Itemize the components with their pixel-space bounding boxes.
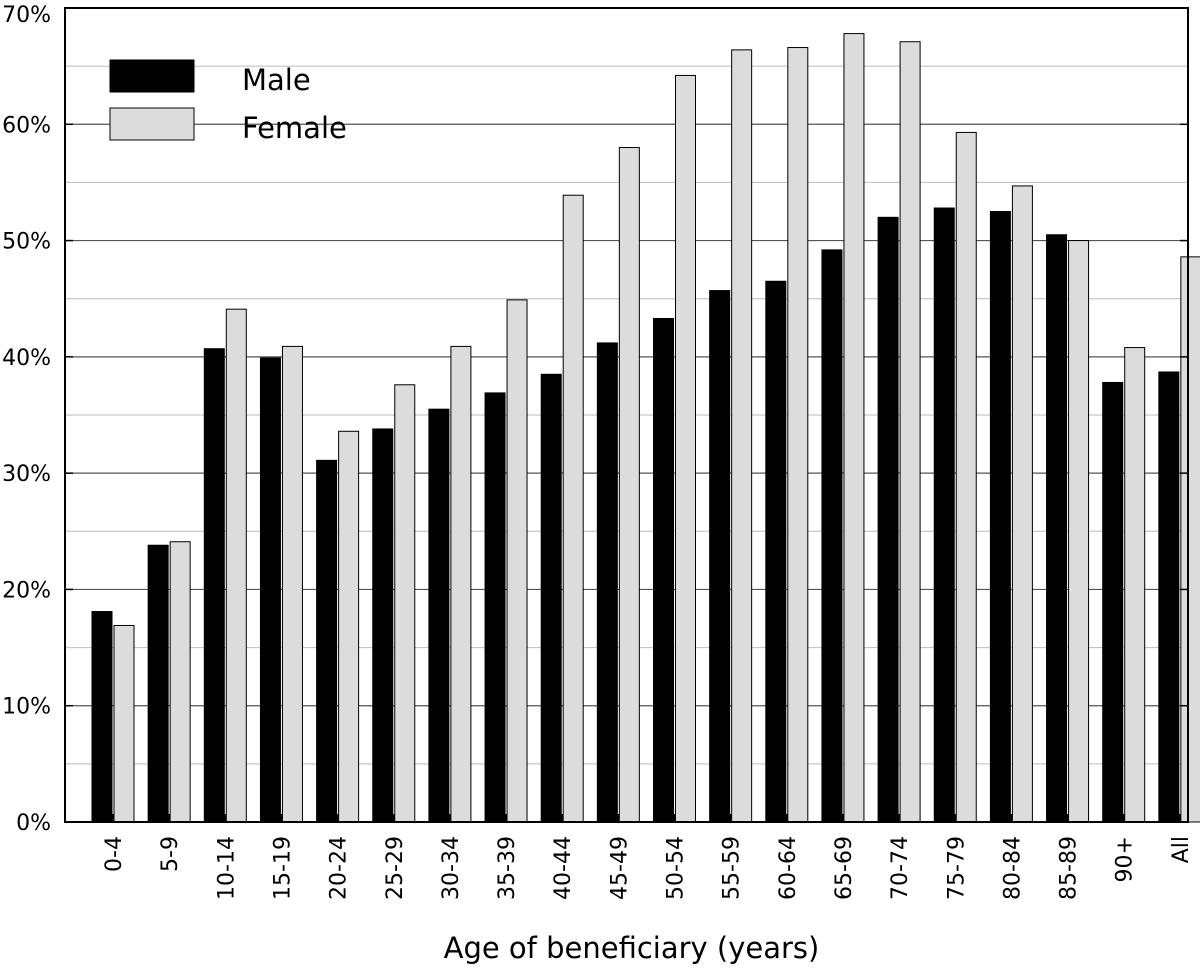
x-tick-label: 30-34 [439, 836, 464, 900]
x-tick-label: 75-79 [944, 836, 969, 900]
bar-male [147, 544, 169, 823]
bar-female [506, 299, 528, 823]
y-tick-label: 50% [2, 230, 51, 255]
x-tick-label: 65-69 [832, 836, 857, 900]
bar-female [394, 384, 416, 823]
bar-male [203, 348, 225, 823]
x-tick-label: 15-19 [270, 836, 295, 900]
legend: Male Female [109, 59, 347, 145]
x-tick-label: 55-59 [720, 836, 745, 900]
y-tick-label: 60% [2, 113, 51, 138]
bars [91, 33, 1200, 823]
x-tick-label: 40-44 [551, 836, 576, 900]
x-tick-label: 10-14 [214, 836, 239, 900]
bar-female [955, 131, 977, 823]
x-axis-ticks: 0-4 5-9 10-14 15-19 20-24 25-29 30-34 35-39 40-4… [102, 814, 1194, 900]
bar-female [618, 147, 640, 823]
bar-female [169, 541, 191, 823]
legend-label-female: Female [242, 111, 347, 145]
x-axis-label: Age of beneficiary (years) [444, 931, 820, 965]
x-tick-label: 35-39 [495, 836, 520, 900]
bar-female [1068, 240, 1090, 823]
x-tick-label: 25-29 [383, 836, 408, 900]
y-tick-label: 30% [2, 462, 51, 487]
bar-male [316, 459, 338, 823]
bar-male [709, 290, 731, 823]
legend-swatch-female [109, 107, 195, 141]
bar-male [1046, 234, 1068, 823]
y-tick-label: 70% [2, 3, 51, 28]
bar-female [450, 345, 472, 823]
bar-female [113, 624, 135, 823]
bar-male [484, 392, 506, 823]
y-tick-label: 10% [2, 695, 51, 720]
bar-female [787, 47, 809, 823]
y-tick-label: 0% [16, 811, 51, 836]
x-tick-label: 70-74 [888, 836, 913, 900]
x-tick-label: 45-49 [607, 836, 632, 900]
x-tick-label: All [1169, 836, 1194, 863]
bar-female [731, 49, 753, 823]
bar-female [338, 430, 360, 823]
bar-male [933, 207, 955, 823]
bar-male [653, 317, 674, 823]
bar-female [1180, 256, 1200, 823]
bar-male [372, 428, 394, 823]
bar-male [1158, 371, 1180, 823]
bar-female [1011, 185, 1033, 823]
bar-female [675, 74, 696, 823]
x-tick-label: 5-9 [158, 836, 183, 872]
bar-female [562, 194, 584, 823]
legend-label-male: Male [242, 63, 311, 97]
bar-male [1102, 381, 1124, 823]
x-tick-label: 20-24 [327, 836, 352, 900]
bar-female [843, 33, 865, 823]
x-tick-label: 0-4 [102, 836, 127, 872]
bar-male [596, 342, 618, 823]
bar-female [281, 345, 303, 823]
y-axis-ticks: 0% 10% 20% 30% 40% 50% 60% 70% [2, 3, 1188, 836]
bar-female [1124, 347, 1146, 823]
plot-area-frame [64, 7, 1189, 823]
x-tick-label: 90+ [1113, 836, 1138, 882]
y-tick-label: 40% [2, 346, 51, 371]
bar-male [540, 373, 562, 823]
bar-male [428, 408, 450, 823]
bar-female [225, 308, 247, 823]
bar-male [821, 249, 843, 823]
bar-male [259, 357, 281, 823]
bar-male [91, 611, 113, 823]
bar-male [989, 211, 1011, 823]
x-tick-label: 80-84 [1000, 836, 1025, 900]
x-tick-label: 85-89 [1057, 836, 1082, 900]
bar-male [877, 216, 899, 823]
y-tick-label: 20% [2, 578, 51, 603]
legend-swatch-male [109, 59, 195, 93]
x-tick-label: 50-54 [664, 836, 689, 900]
x-tick-label: 60-64 [776, 836, 801, 900]
bar-female [899, 41, 921, 823]
bar-male [765, 280, 787, 823]
